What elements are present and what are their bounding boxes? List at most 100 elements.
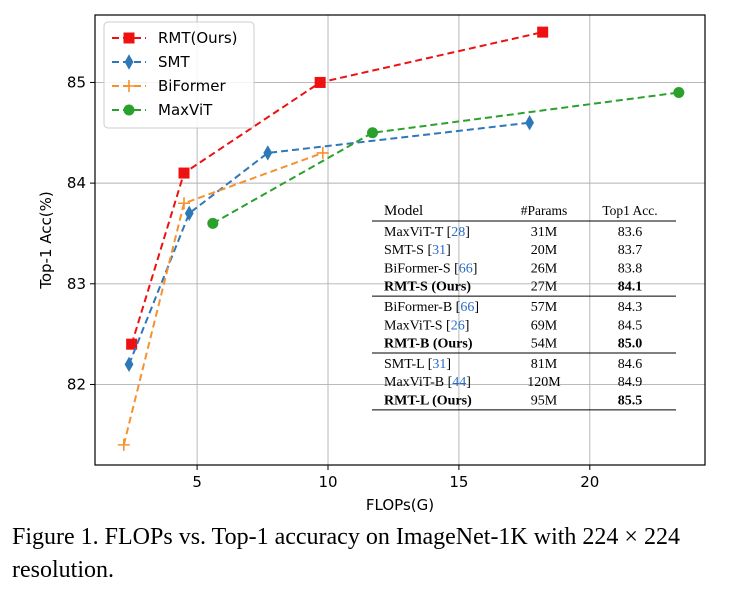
table-header-acc: Top1 Acc. <box>602 203 657 218</box>
biformer-line <box>122 151 324 446</box>
citation-number[interactable]: 66 <box>459 261 473 276</box>
table-cell-model: SMT-L [31] <box>384 357 451 372</box>
table-cell-params: 69M <box>531 318 558 333</box>
rmt-ours-point <box>314 76 326 88</box>
citation-link[interactable]: [ <box>443 318 452 333</box>
table-cell-model: SMT-S [31] <box>384 243 451 258</box>
model-name: MaxViT-T <box>384 225 444 240</box>
rmt-ours-point <box>537 26 549 38</box>
rmt-ours-point <box>126 338 138 350</box>
y-tick-label: 85 <box>67 73 86 91</box>
citation-bracket: ] <box>465 318 470 333</box>
legend-label-smt: SMT <box>158 53 190 71</box>
legend-marker-smt <box>124 54 134 70</box>
maxvit-point <box>207 217 219 229</box>
table-cell-params: 20M <box>531 243 558 258</box>
maxvit-point <box>673 87 685 99</box>
citation-number[interactable]: 28 <box>451 225 465 240</box>
citation-bracket: ] <box>446 243 451 258</box>
model-name: RMT-L (Ours) <box>384 393 472 408</box>
table-cell-params: 27M <box>531 280 558 295</box>
citation-link[interactable]: [ <box>424 243 433 258</box>
citation-bracket: ] <box>473 261 478 276</box>
legend-marker-biformer <box>123 80 135 92</box>
table-header-params: #Params <box>521 203 568 218</box>
table-cell-params: 26M <box>531 261 558 276</box>
citation-link[interactable]: [ <box>424 357 433 372</box>
axis-ticks: 5 10 15 20 82 83 84 85 <box>67 73 599 491</box>
citation-link[interactable]: [ <box>443 225 452 240</box>
legend: RMT(Ours) SMT BiFormer MaxViT <box>103 21 255 129</box>
table-cell-model: BiFormer-S [66] <box>384 261 477 276</box>
y-axis-label: Top-1 Acc(%) <box>37 191 55 290</box>
smt-line <box>128 121 530 365</box>
smt-point <box>124 356 134 373</box>
x-axis-label: FLOPs(G) <box>366 496 434 514</box>
smt-point <box>184 205 194 222</box>
table-cell-params: 31M <box>531 225 558 240</box>
plot-frame <box>94 14 706 466</box>
table-cell-params: 57M <box>531 300 558 315</box>
table-cell-acc: 83.6 <box>618 225 643 240</box>
x-tick-label: 15 <box>449 473 468 491</box>
table-cell-model: BiFormer-B [66] <box>384 300 479 315</box>
table-cell-acc: 84.3 <box>618 300 643 315</box>
citation-bracket: ] <box>474 300 479 315</box>
citation-link[interactable]: [ <box>452 300 461 315</box>
x-tick-label: 10 <box>318 473 337 491</box>
x-tick-label: 20 <box>580 473 599 491</box>
model-name: MaxViT-B <box>384 375 444 390</box>
model-name: SMT-L <box>384 357 424 372</box>
biformer-point <box>316 146 329 159</box>
model-name: SMT-S <box>384 243 424 258</box>
citation-link[interactable]: [ <box>451 261 460 276</box>
smt-point <box>263 145 273 161</box>
citation-link[interactable]: [ <box>444 375 453 390</box>
legend-box <box>103 21 255 129</box>
citation-bracket: ] <box>466 375 471 390</box>
table-cell-params: 81M <box>531 357 558 372</box>
table-cell-acc: 84.1 <box>618 280 643 295</box>
table-cell-model: MaxViT-B [44] <box>384 375 471 390</box>
table-cell-params: 120M <box>527 375 561 390</box>
biformer-point <box>178 197 191 210</box>
citation-number[interactable]: 31 <box>432 243 446 258</box>
table-cell-model: MaxViT-T [28] <box>384 225 470 240</box>
legend-marker-rmt-ours <box>123 32 135 44</box>
maxvit-point <box>367 127 379 139</box>
table-cell-acc: 85.5 <box>618 393 643 408</box>
y-tick-label: 84 <box>67 174 86 192</box>
table-cell-acc: 83.8 <box>618 261 643 276</box>
table-cell-model: RMT-L (Ours) <box>384 393 472 408</box>
table-cell-params: 54M <box>531 337 558 352</box>
biformer-point <box>117 438 130 451</box>
citation-number[interactable]: 26 <box>451 318 465 333</box>
table-cell-acc: 84.5 <box>618 318 643 333</box>
model-name: BiFormer-B <box>384 300 452 315</box>
table-cell-model: RMT-B (Ours) <box>384 337 473 352</box>
rmt-ours-line <box>130 31 543 345</box>
legend-label-biformer: BiFormer <box>158 77 226 95</box>
table-cell-acc: 84.6 <box>618 357 643 372</box>
citation-number[interactable]: 44 <box>452 375 466 390</box>
figure-caption: Figure 1. FLOPs vs. Top-1 accuracy on Im… <box>12 524 680 583</box>
table-cell-model: RMT-S (Ours) <box>384 280 471 295</box>
results-table: Model #Params Top1 Acc. MaxViT-T [28] 31M 83.… <box>372 203 676 411</box>
model-name: RMT-S (Ours) <box>384 280 471 295</box>
legend-label-rmt-ours: RMT(Ours) <box>158 29 238 47</box>
legend-marker-maxvit <box>123 104 135 116</box>
smt-point <box>525 115 534 131</box>
table-cell-acc: 85.0 <box>618 337 643 352</box>
model-name: RMT-B (Ours) <box>384 337 473 352</box>
maxvit-line <box>212 91 679 225</box>
rmt-ours-point <box>178 167 190 179</box>
citation-number[interactable]: 66 <box>460 300 474 315</box>
y-tick-label: 82 <box>67 375 86 393</box>
citation-number[interactable]: 31 <box>432 357 446 372</box>
legend-label-maxvit: MaxViT <box>158 101 213 119</box>
citation-bracket: ] <box>465 225 470 240</box>
y-tick-label: 83 <box>67 275 86 293</box>
table-cell-model: MaxViT-S [26] <box>384 318 469 333</box>
x-tick-label: 5 <box>192 473 202 491</box>
series-lines <box>117 26 685 451</box>
